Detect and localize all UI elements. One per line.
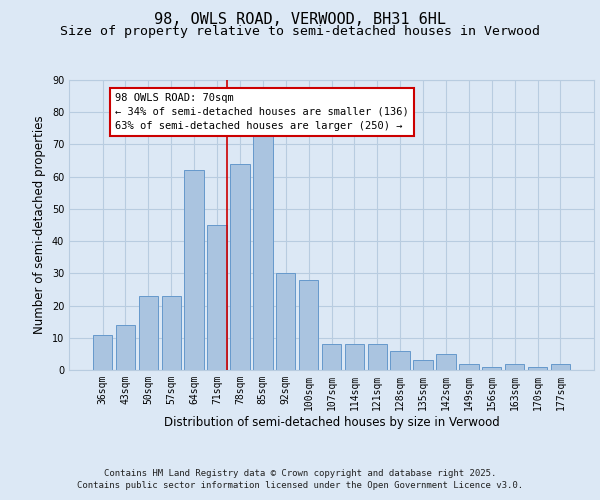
- Bar: [93, 334, 112, 370]
- Text: Contains public sector information licensed under the Open Government Licence v3: Contains public sector information licen…: [77, 481, 523, 490]
- Bar: [391, 350, 410, 370]
- Bar: [551, 364, 570, 370]
- Bar: [459, 364, 479, 370]
- Bar: [368, 344, 387, 370]
- Bar: [344, 344, 364, 370]
- Bar: [505, 364, 524, 370]
- Text: 98 OWLS ROAD: 70sqm
← 34% of semi-detached houses are smaller (136)
63% of semi-: 98 OWLS ROAD: 70sqm ← 34% of semi-detach…: [115, 93, 409, 131]
- Bar: [230, 164, 250, 370]
- Bar: [184, 170, 204, 370]
- Bar: [139, 296, 158, 370]
- Text: Size of property relative to semi-detached houses in Verwood: Size of property relative to semi-detach…: [60, 25, 540, 38]
- Bar: [322, 344, 341, 370]
- Bar: [116, 325, 135, 370]
- Y-axis label: Number of semi-detached properties: Number of semi-detached properties: [33, 116, 46, 334]
- X-axis label: Distribution of semi-detached houses by size in Verwood: Distribution of semi-detached houses by …: [164, 416, 499, 428]
- Bar: [161, 296, 181, 370]
- Text: Contains HM Land Registry data © Crown copyright and database right 2025.: Contains HM Land Registry data © Crown c…: [104, 468, 496, 477]
- Bar: [208, 225, 227, 370]
- Bar: [276, 274, 295, 370]
- Text: 98, OWLS ROAD, VERWOOD, BH31 6HL: 98, OWLS ROAD, VERWOOD, BH31 6HL: [154, 12, 446, 28]
- Bar: [436, 354, 455, 370]
- Bar: [528, 367, 547, 370]
- Bar: [253, 125, 272, 370]
- Bar: [482, 367, 502, 370]
- Bar: [413, 360, 433, 370]
- Bar: [299, 280, 319, 370]
